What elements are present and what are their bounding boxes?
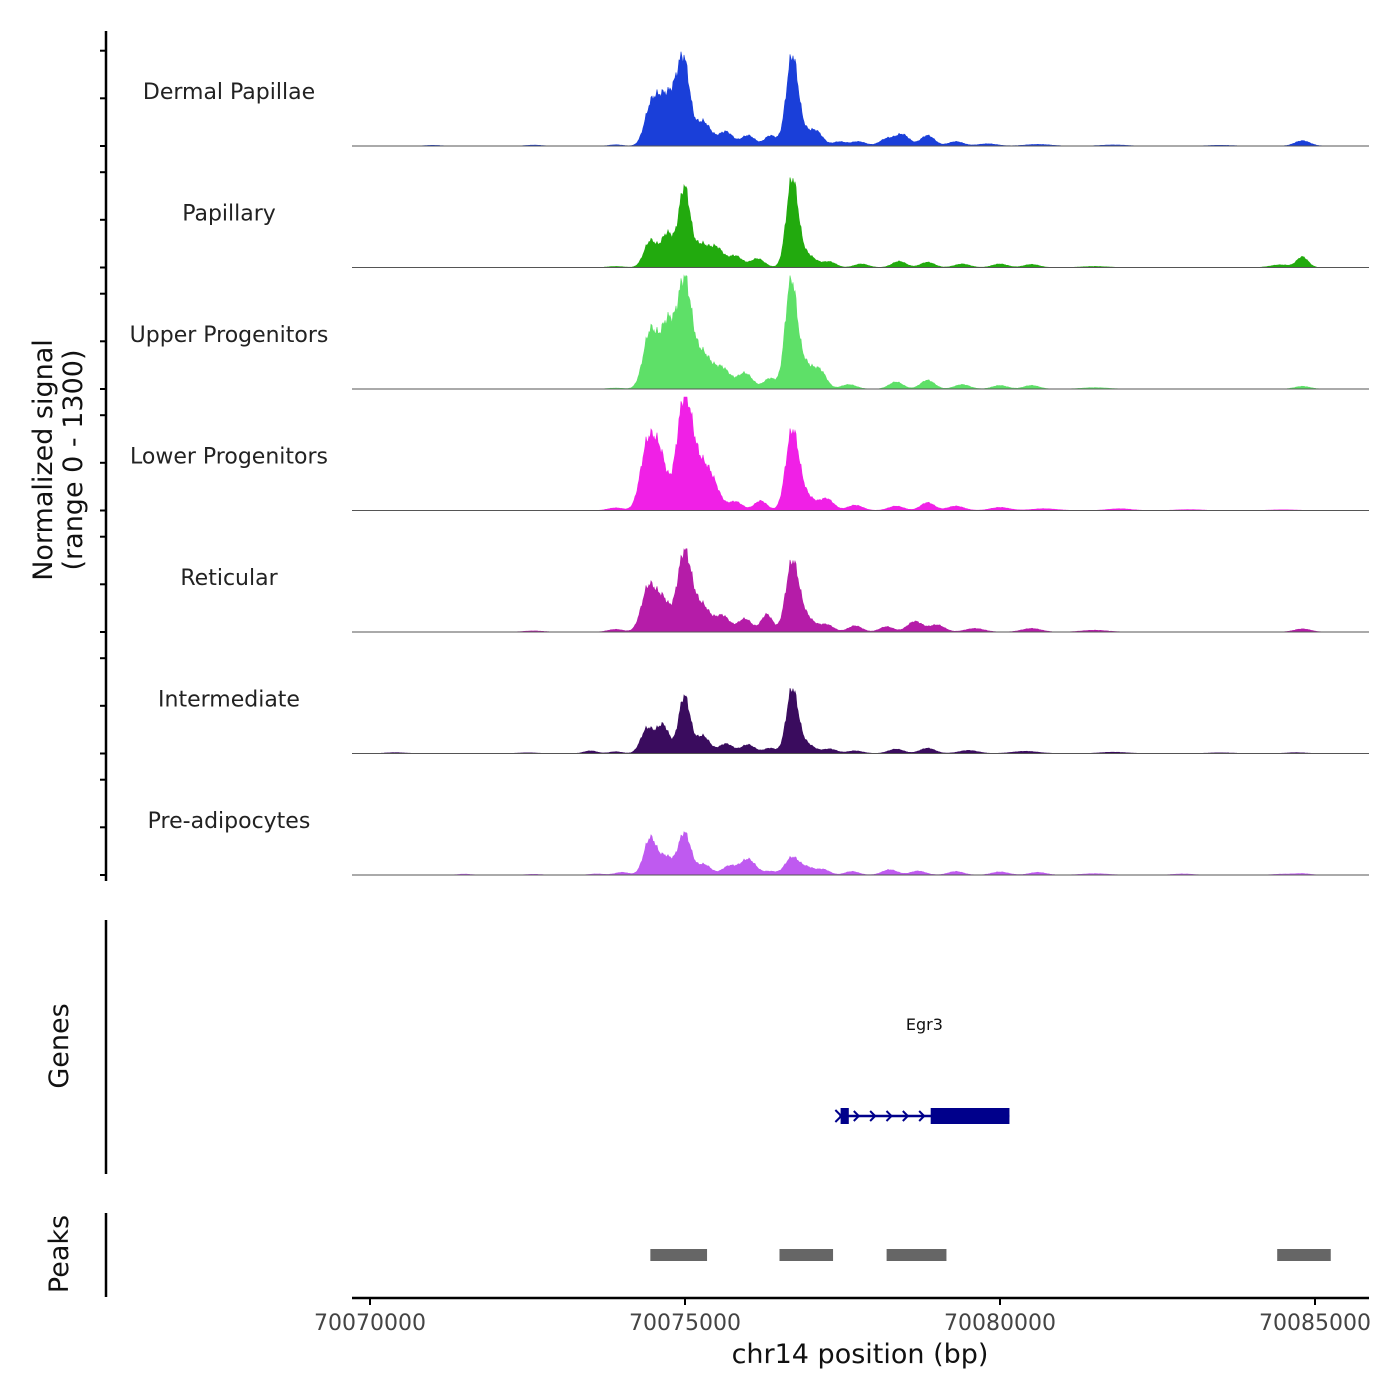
track-label: Reticular: [180, 566, 278, 591]
track-papillary: Papillary: [182, 177, 1369, 268]
peaks-track: [104, 1213, 1331, 1297]
x-tick-label: 70075000: [629, 1311, 741, 1336]
x-tick-label: 70080000: [944, 1311, 1056, 1336]
y-axis: [100, 31, 108, 881]
track-label: Intermediate: [158, 688, 300, 713]
x-tick-label: 70070000: [314, 1311, 426, 1336]
signal-area: [352, 177, 1369, 268]
x-tick-label: 70085000: [1259, 1311, 1371, 1336]
track-reticular: Reticular: [180, 548, 1369, 633]
track-label: Papillary: [182, 202, 276, 227]
track-label: Pre-adipocytes: [148, 809, 311, 834]
peaks-track-title: Peaks: [44, 1215, 75, 1293]
strand-arrow: [885, 1110, 893, 1122]
gene-exon: [840, 1108, 849, 1124]
y-axis-title-line1: Normalized signal: [28, 339, 59, 581]
signal-area: [352, 396, 1369, 511]
track-label: Upper Progenitors: [130, 323, 329, 348]
track-lower-progenitors: Lower Progenitors: [130, 396, 1369, 511]
x-axis-title: chr14 position (bp): [732, 1339, 989, 1370]
peak-region: [779, 1249, 834, 1261]
peak-region: [1277, 1249, 1331, 1261]
track-upper-progenitors: Upper Progenitors: [130, 274, 1369, 390]
signal-area: [352, 831, 1369, 876]
strand-arrow: [834, 1109, 843, 1123]
strand-arrow: [918, 1110, 926, 1122]
gene-exon: [930, 1108, 1010, 1124]
y-axis-title-line2: (range 0 - 1300): [58, 350, 89, 571]
track-label: Lower Progenitors: [130, 445, 328, 470]
track-label: Dermal Papillae: [143, 80, 315, 105]
signal-area: [352, 548, 1369, 633]
strand-arrow: [853, 1110, 861, 1122]
x-axis: 70070000 70075000 70080000 70085000: [314, 1296, 1371, 1336]
peak-region: [886, 1249, 947, 1261]
track-intermediate: Intermediate: [158, 688, 1369, 754]
track-pre-adipocytes: Pre-adipocytes: [148, 809, 1369, 876]
track-dermal-papillae: Dermal Papillae: [143, 51, 1369, 147]
strand-arrow: [869, 1110, 877, 1122]
signal-area: [352, 274, 1369, 390]
coverage-tracks: Dermal Papillae Papillary Upper Progenitor…: [130, 51, 1369, 876]
genes-track: Egr3: [104, 920, 1010, 1174]
gene-label: Egr3: [906, 1015, 943, 1034]
genes-track-title: Genes: [44, 1003, 75, 1088]
peak-region: [650, 1249, 708, 1261]
signal-area: [352, 51, 1369, 147]
signal-area: [352, 688, 1369, 754]
gene-egr3: Egr3: [834, 1015, 1010, 1124]
strand-arrow: [902, 1110, 910, 1122]
